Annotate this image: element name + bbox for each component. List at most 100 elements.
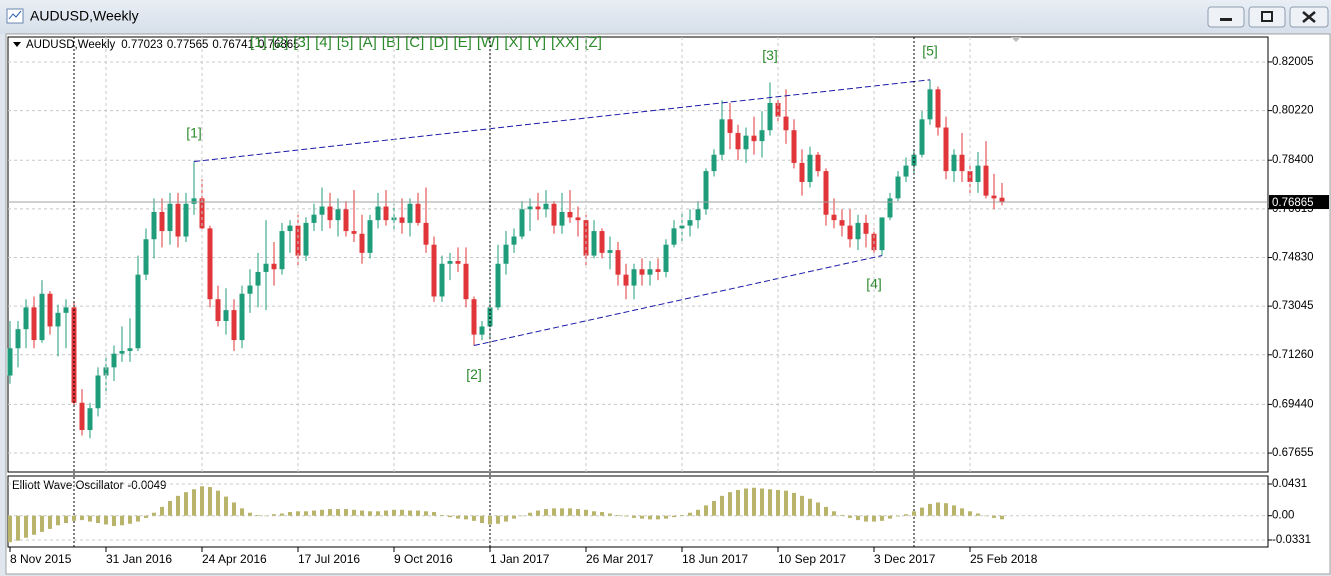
candle-body: [663, 244, 669, 272]
oscillator-bar: [72, 515, 76, 521]
candle-body: [119, 350, 125, 354]
candle-body: [799, 162, 805, 182]
candle-body: [719, 119, 725, 155]
oscillator-bar: [944, 503, 948, 516]
x-tick-label: 3 Dec 2017: [874, 552, 936, 566]
candle-body: [15, 329, 21, 349]
oscillator-bar: [64, 515, 68, 524]
candle-body: [671, 228, 677, 245]
candle-body: [95, 375, 101, 409]
oscillator-bar: [976, 513, 980, 516]
x-tick-label: 25 Feb 2018: [970, 552, 1038, 566]
wave-button[interactable]: [C]: [405, 34, 424, 51]
candle-body: [791, 130, 797, 163]
wave-button[interactable]: [X]: [504, 34, 522, 51]
indicator-pane: [7, 475, 1269, 548]
chart-header: AUDUSD,Weekly 0.77023 0.77565 0.76741 0.7686…: [26, 39, 300, 51]
wave-button[interactable]: [W]: [477, 34, 500, 51]
oscillator-bar: [640, 515, 644, 519]
trend-line: [473, 255, 883, 347]
candle-body: [103, 367, 109, 376]
candle-body: [743, 135, 749, 150]
candle-body: [503, 244, 509, 264]
candle-body: [623, 274, 629, 286]
wave-button[interactable]: [3]: [293, 34, 310, 51]
candle-body: [415, 203, 421, 223]
candle-body: [919, 119, 925, 155]
oscillator-bar: [328, 509, 332, 516]
wave-button[interactable]: [5]: [337, 34, 354, 51]
window-icon-glyph: [8, 10, 22, 20]
restore-button[interactable]: [1248, 6, 1286, 28]
oscillator-bar: [184, 492, 188, 516]
candle-body: [807, 154, 813, 182]
wave-button[interactable]: [A]: [358, 34, 376, 51]
header-high: 0.77565: [167, 39, 209, 51]
candle-body: [863, 222, 869, 234]
oscillator-bar: [880, 515, 884, 521]
header-arrow[interactable]: [13, 42, 21, 47]
y-tick-label: 0.0431: [1272, 478, 1307, 490]
candle-body: [375, 206, 381, 221]
oscillator-bar: [200, 486, 204, 516]
candle-body: [999, 197, 1005, 203]
candle-body: [327, 206, 333, 221]
wave-button[interactable]: [4]: [315, 34, 332, 51]
candle-body: [351, 231, 357, 234]
candle-body: [71, 307, 77, 403]
oscillator-bar: [56, 515, 60, 526]
indicator-value: -0.0049: [127, 480, 166, 492]
oscillator-bar: [464, 515, 468, 520]
candle-body: [479, 326, 485, 335]
oscillator-bar: [688, 512, 692, 516]
candle-body: [471, 299, 477, 335]
oscillator-bar: [288, 512, 292, 516]
oscillator-bar: [232, 502, 236, 516]
candle-body: [687, 220, 693, 226]
oscillator-bar: [864, 515, 868, 522]
wave-button[interactable]: [1]: [250, 34, 267, 51]
oscillator-bar: [856, 515, 860, 521]
oscillator-bar: [8, 515, 12, 543]
oscillator-bar: [224, 496, 228, 516]
y-tick-label: 0.73045: [1272, 300, 1314, 312]
oscillator-bar: [960, 508, 964, 516]
wave-button[interactable]: [E]: [453, 34, 471, 51]
oscillator-bar: [176, 495, 180, 516]
oscillator-bar: [776, 489, 780, 516]
shift-marker: [1011, 37, 1021, 42]
wave-button[interactable]: [XX]: [551, 34, 579, 51]
oscillator-bar: [360, 510, 364, 516]
candle-body: [343, 209, 349, 232]
wave-button[interactable]: [Z]: [584, 34, 602, 51]
wave-button[interactable]: [D]: [429, 34, 448, 51]
y-tick-label: 0.78400: [1272, 154, 1314, 166]
oscillator-bar: [736, 489, 740, 516]
candle-body: [7, 348, 13, 376]
candle-body: [631, 269, 637, 286]
close-glyph: [1302, 11, 1316, 23]
oscillator-bar: [248, 512, 252, 516]
minimize-button[interactable]: [1207, 6, 1245, 28]
oscillator-bar: [24, 515, 28, 538]
oscillator-bar: [440, 514, 444, 516]
candle-body: [127, 348, 133, 351]
oscillator-bar: [144, 515, 148, 518]
current-price-box: [1269, 195, 1329, 210]
wave-button[interactable]: [2]: [272, 34, 289, 51]
candle-body: [951, 154, 957, 172]
chart-title: AUDUSD,Weekly: [26, 39, 115, 51]
oscillator-bar: [760, 488, 764, 516]
wave-button[interactable]: [B]: [382, 34, 400, 51]
oscillator-bar: [88, 515, 92, 522]
wave-button[interactable]: [Y]: [528, 34, 546, 51]
candle-body: [287, 225, 293, 232]
minimize-glyph: [1220, 18, 1232, 21]
candle-body: [751, 135, 757, 142]
oscillator-bar: [800, 495, 804, 516]
y-tick-label: 0.80220: [1272, 105, 1314, 117]
oscillator-bar: [472, 515, 476, 521]
candle-body: [599, 231, 605, 253]
oscillator-bar: [304, 511, 308, 516]
